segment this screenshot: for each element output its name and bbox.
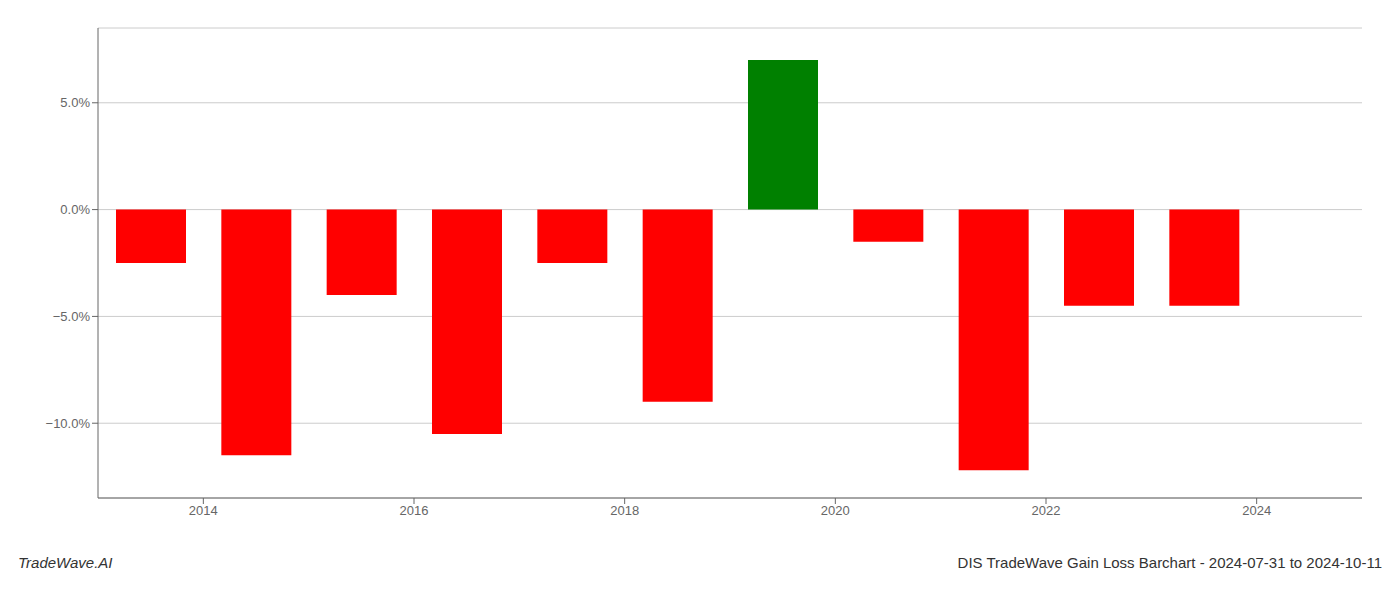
html-text:DIS TradeWave Gain Loss Barcha: DIS TradeWave Gain Loss Barchart - 2024-… [957,554,1382,571]
svg-text:0.0%: 0.0% [60,202,90,217]
svg-text:2020: 2020 [821,503,850,518]
svg-text:2024: 2024 [1242,503,1271,518]
svg-text:5.0%: 5.0% [60,95,90,110]
svg-text:2022: 2022 [1032,503,1061,518]
svg-text:2014: 2014 [189,503,218,518]
svg-text:2018: 2018 [610,503,639,518]
html-text:TradeWave.AI: TradeWave.AI [18,554,113,571]
svg-text:−10.0%: −10.0% [46,416,91,431]
svg-text:−5.0%: −5.0% [53,309,91,324]
svg-text:2016: 2016 [400,503,429,518]
